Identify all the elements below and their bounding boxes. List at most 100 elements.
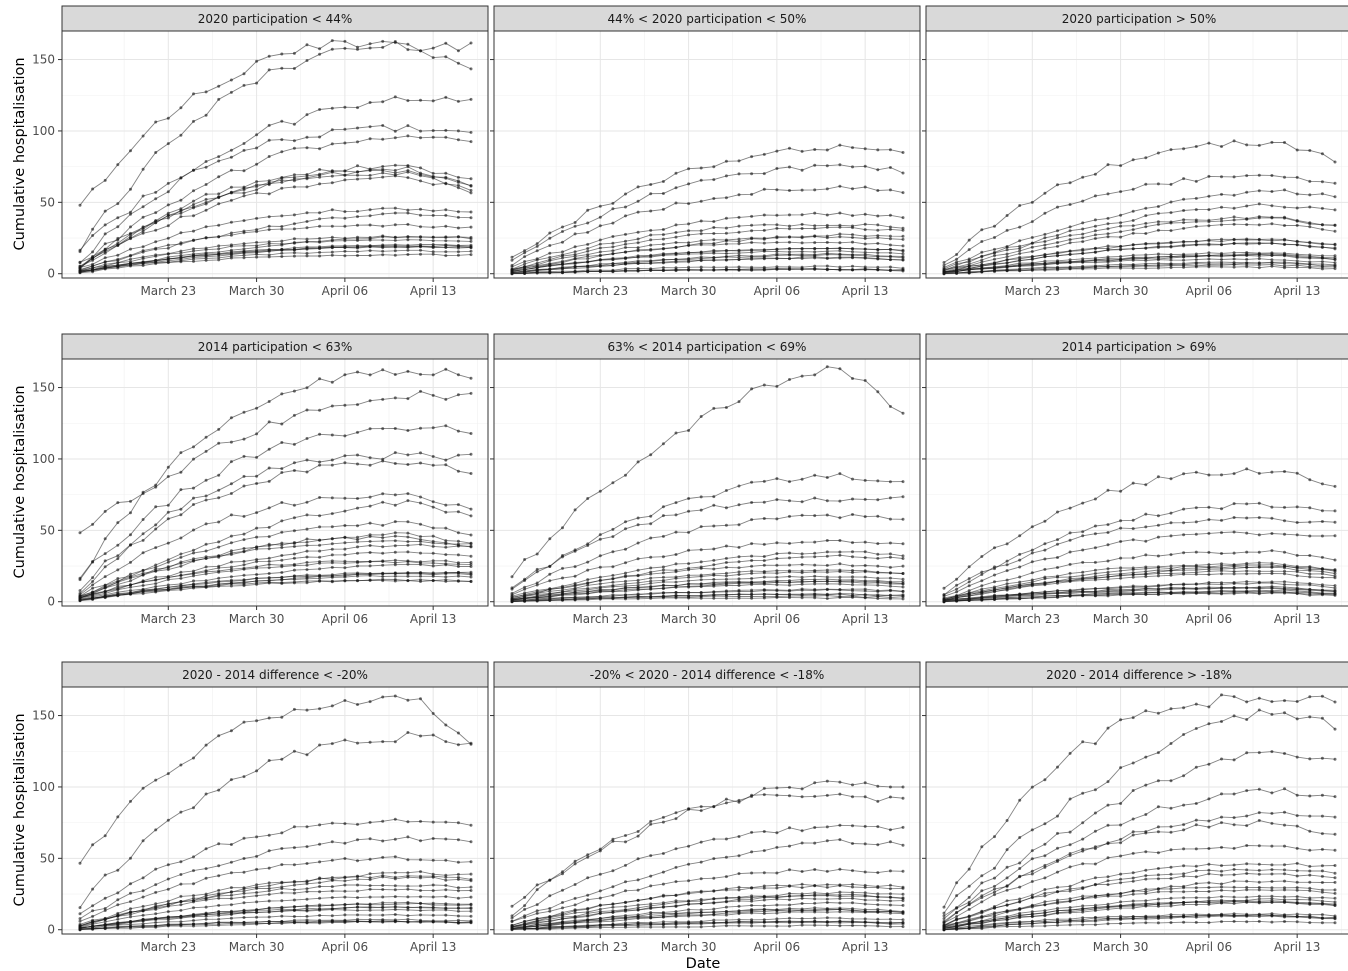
series-line [511,185,904,266]
data-point [242,142,246,145]
data-point [661,534,665,538]
series-line [943,587,1336,602]
data-point [649,585,653,588]
data-point [393,520,397,524]
data-point [611,527,615,531]
data-point [381,695,385,699]
data-point [762,570,766,573]
data-point [330,250,334,254]
data-point [393,95,397,99]
data-point [687,579,691,583]
data-point [129,225,132,229]
data-point [573,232,577,236]
data-point [649,209,653,213]
series-line [943,590,1335,603]
data-point [661,207,665,211]
data-point [942,268,946,271]
series-line [943,566,1336,601]
data-point [535,567,539,571]
data-point [406,871,410,875]
data-point [116,243,120,247]
data-point [775,563,779,567]
data-point [204,254,208,258]
data-point [356,177,359,181]
data-point [1270,505,1274,509]
data-point [813,551,817,555]
series-line [79,175,472,267]
data-point [1018,575,1022,579]
data-point [255,573,259,576]
data-point [699,548,703,552]
data-point [444,424,448,428]
data-point [1030,578,1034,582]
data-point [838,143,842,147]
data-point [217,874,221,878]
data-point [204,565,208,569]
data-point [980,570,984,574]
data-point [1081,175,1085,179]
series-line [79,818,472,915]
data-point [636,237,640,241]
data-point [1207,220,1211,224]
data-point [1043,591,1047,595]
data-point [419,129,422,133]
data-point [1283,569,1286,573]
data-point [1106,523,1110,527]
data-point [179,561,183,565]
data-point [444,135,448,139]
data-point [1030,596,1034,600]
data-point [967,577,971,581]
data-point [229,198,233,202]
data-point [393,462,397,465]
data-point [255,188,259,192]
data-point [154,197,158,201]
data-point [838,211,842,215]
data-point [1333,229,1337,233]
data-point [141,592,145,596]
data-point [888,188,892,192]
facet-strip-label: 2020 participation < 44% [198,12,353,26]
data-point [1093,591,1097,595]
data-point [78,531,82,535]
data-point [393,534,397,538]
data-point [444,503,448,507]
data-point [368,913,372,917]
series-line [512,265,904,274]
data-point [305,543,309,547]
data-point [788,541,791,545]
data-point [103,909,107,912]
data-point [561,526,564,530]
data-point [154,867,158,871]
data-point [876,148,880,152]
data-point [78,917,82,921]
data-point [280,530,284,534]
data-point [318,460,322,464]
data-point [419,901,422,905]
data-point [419,839,422,843]
data-point [1081,501,1085,505]
data-point [762,580,766,584]
data-point [229,78,233,82]
data-point [1320,152,1324,156]
data-point [1182,568,1186,572]
data-point [242,532,246,536]
data-point [813,241,817,245]
data-point [1232,254,1236,258]
data-point [1270,532,1274,535]
data-point [154,527,158,531]
data-point [523,255,527,259]
series-line [511,580,904,601]
data-point [330,879,334,882]
data-point [242,194,246,198]
data-point [838,550,842,554]
data-point [305,862,309,865]
data-point [431,135,435,139]
data-point [393,884,397,888]
data-point [381,875,385,879]
data-point [699,591,703,595]
data-point [876,168,880,172]
data-point [179,198,183,202]
data-point [825,563,829,567]
data-point [863,497,867,501]
data-point [851,256,854,260]
